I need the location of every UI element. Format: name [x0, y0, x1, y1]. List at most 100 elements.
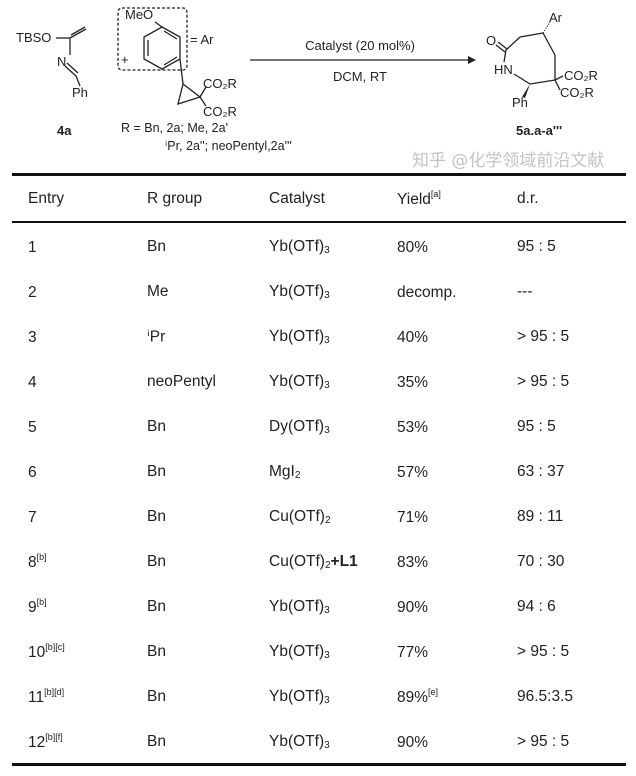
r-definition-line1: R = Bn, 2a; Me, 2a': [121, 121, 228, 135]
table-header-rule: [12, 221, 626, 223]
r-group-cell: Bn: [147, 553, 166, 570]
yield-cell: 89%[e]: [397, 687, 438, 707]
catalyst-name: MgI: [269, 463, 295, 480]
entry-number: 4: [28, 374, 37, 391]
catalyst-name: Yb(OTf): [269, 283, 325, 300]
catalyst-cell: Cu(OTf)2+L1: [269, 553, 358, 571]
catalyst-name: Yb(OTf): [269, 373, 325, 390]
co2r-label: CO₂R: [564, 68, 598, 83]
header-yield: Yield[a]: [397, 189, 441, 209]
catalyst-name: Yb(OTf): [269, 733, 325, 750]
entry-cell: 2: [28, 282, 37, 302]
r-group-cell: Bn: [147, 418, 166, 435]
co2r-label: CO₂R: [203, 76, 237, 91]
yield-value: 89%: [397, 689, 429, 706]
yield-cell: decomp.: [397, 282, 456, 302]
yield-cell: 77%: [397, 642, 428, 662]
catalyst-subscript: 3: [324, 380, 330, 391]
r-group-cell: ⁱPr: [147, 328, 166, 346]
catalyst-cell: Yb(OTf)3: [269, 733, 330, 751]
entry-cell: 9[b]: [28, 597, 47, 617]
r-group-cell: Bn: [147, 463, 166, 480]
catalyst-subscript: 3: [324, 290, 330, 301]
r-group-cell: neoPentyl: [147, 373, 216, 390]
entry-cell: 11[b][d]: [28, 687, 64, 707]
entry-cell: 12[b][f]: [28, 732, 63, 752]
catalyst-subscript: 3: [324, 650, 330, 661]
compound-4a-label: 4a: [57, 123, 72, 138]
entry-number: 1: [28, 239, 37, 256]
footnote-marker: [b]: [36, 552, 47, 562]
yield-value: 77%: [397, 644, 429, 661]
entry-number: 9: [28, 599, 37, 616]
catalyst-subscript: 3: [324, 740, 330, 751]
r-group-cell: Bn: [147, 688, 166, 705]
tbso-label: TBSO: [16, 30, 51, 45]
r-group-cell: Me: [147, 283, 169, 300]
catalyst-name: Yb(OTf): [269, 328, 325, 345]
dr-cell: > 95 : 5: [517, 733, 570, 750]
co2r-label: CO₂R: [560, 85, 594, 100]
catalyst-cell: Yb(OTf)3: [269, 238, 330, 256]
dr-cell: 70 : 30: [517, 553, 565, 570]
entry-cell: 10[b][c]: [28, 642, 65, 662]
header-entry: Entry: [28, 190, 65, 207]
yield-value: 90%: [397, 599, 429, 616]
watermark: 知乎 @化学领域前沿文献: [412, 151, 605, 171]
yield-value: 53%: [397, 419, 429, 436]
r-group-cell: Bn: [147, 733, 166, 750]
yield-value: 35%: [397, 374, 429, 391]
conditions-solvent: DCM, RT: [333, 69, 387, 84]
catalyst-subscript: 2: [324, 560, 331, 571]
catalyst-name: Yb(OTf): [269, 598, 325, 615]
entry-cell: 4: [28, 372, 37, 392]
entry-cell: 8[b]: [28, 552, 47, 572]
catalyst-cell: Yb(OTf)3: [269, 373, 330, 391]
dr-cell: > 95 : 5: [517, 373, 570, 390]
conditions-catalyst: Catalyst (20 mol%): [305, 38, 415, 53]
hn-label: HN: [494, 62, 513, 77]
yield-value: 90%: [397, 734, 429, 751]
footnote-marker: [b][f]: [45, 732, 63, 742]
compound-5a-label: 5a.a-a''': [516, 123, 562, 138]
yield-cell: 80%: [397, 237, 428, 257]
catalyst-cell: Yb(OTf)3: [269, 688, 330, 706]
catalyst-name: Dy(OTf): [269, 418, 325, 435]
entry-cell: 3: [28, 327, 37, 347]
catalyst-cell: Yb(OTf)3: [269, 328, 330, 346]
yield-cell: 57%: [397, 462, 428, 482]
entry-number: 6: [28, 464, 37, 481]
table-bottom-rule: [12, 763, 626, 766]
entry-number: 10: [28, 644, 46, 661]
yield-value: 40%: [397, 329, 429, 346]
meo-label: MeO: [125, 7, 153, 22]
r-definition-line2: ⁱPr, 2a''; neoPentyl,2a''': [165, 139, 292, 153]
r-group-cell: Bn: [147, 238, 166, 255]
header-r-group: R group: [147, 190, 203, 207]
catalyst-subscript: 3: [324, 425, 330, 436]
ar-definition: = Ar: [190, 32, 214, 47]
header-dr: d.r.: [517, 190, 539, 207]
o-label: O: [486, 33, 496, 48]
yield-cell: 71%: [397, 507, 428, 527]
catalyst-subscript: 3: [324, 605, 330, 616]
catalyst-cell: Cu(OTf)2: [269, 508, 331, 526]
yield-cell: 40%: [397, 327, 428, 347]
yield-value: 80%: [397, 239, 429, 256]
ar-label: Ar: [549, 10, 563, 25]
ph-label: Ph: [72, 85, 88, 100]
entry-cell: 6: [28, 462, 37, 482]
reaction-scheme: TBSO N Ph 4a + MeO = Ar CO₂R CO₂R R = Bn…: [16, 7, 598, 153]
catalyst-cell: Dy(OTf)3: [269, 418, 330, 436]
entry-cell: 7: [28, 507, 37, 527]
catalyst-subscript: 3: [324, 245, 330, 256]
catalyst-cell: MgI2: [269, 463, 300, 481]
entry-number: 12: [28, 734, 46, 751]
catalyst-name: Cu(OTf): [269, 508, 325, 525]
yield-value: 57%: [397, 464, 429, 481]
r-group-cell: Bn: [147, 508, 166, 525]
footnote-marker: [b][d]: [44, 687, 65, 697]
footnote-marker: [e]: [428, 687, 439, 697]
dr-cell: > 95 : 5: [517, 328, 570, 345]
catalyst-name: Cu(OTf): [269, 553, 325, 570]
